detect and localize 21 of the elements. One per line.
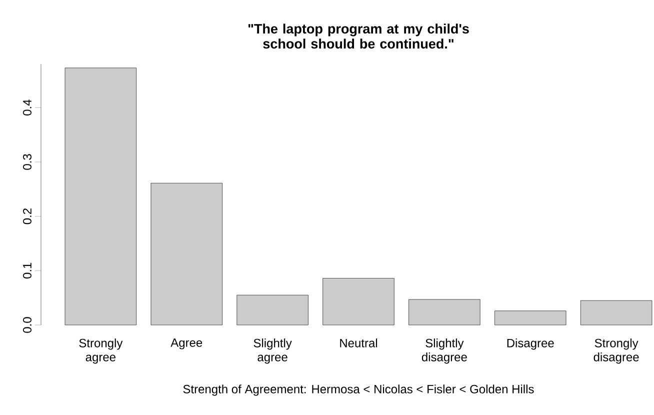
bar bbox=[150, 182, 222, 326]
bar bbox=[236, 294, 308, 326]
x-tick-label: Slightly disagree bbox=[422, 338, 467, 364]
y-tick-label: 0.2 bbox=[22, 208, 32, 224]
y-tick-label: 0.0 bbox=[22, 317, 32, 333]
bar bbox=[408, 299, 480, 326]
x-tick-label: Disagree bbox=[507, 338, 554, 350]
x-tick-label: Neutral bbox=[340, 338, 378, 348]
x-tick-label: Strongly agree bbox=[79, 338, 123, 364]
bar bbox=[64, 68, 137, 326]
bar bbox=[322, 278, 394, 326]
y-tick-label: 0.3 bbox=[22, 154, 32, 170]
bar bbox=[494, 310, 566, 326]
x-tick-label: Agree bbox=[170, 338, 202, 350]
bar bbox=[580, 300, 652, 326]
chart-title: "The laptop program at my child's school should be continued." bbox=[248, 24, 469, 49]
x-tick-label: Slightly agree bbox=[254, 338, 292, 364]
x-axis-title: Strength of Agreement: Hermosa < Nicolas < Fisler < Golden Hills bbox=[183, 384, 534, 396]
y-tick-label: 0.4 bbox=[22, 100, 32, 116]
x-tick-label: Strongly disagree bbox=[594, 338, 639, 364]
y-tick-label: 0.1 bbox=[22, 262, 32, 279]
